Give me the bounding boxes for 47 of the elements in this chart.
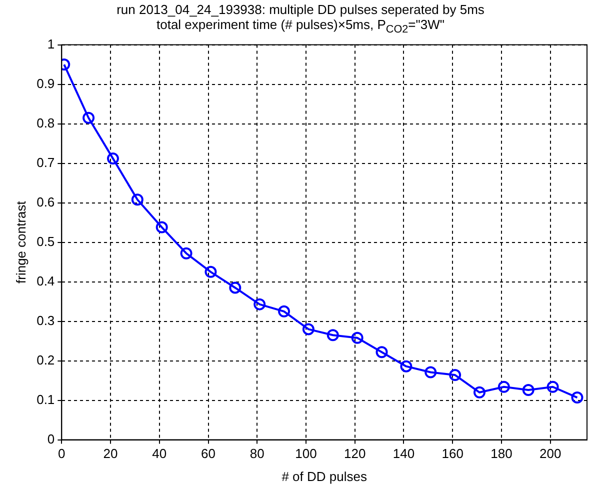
y-tick-label: 0.3 — [36, 312, 55, 328]
x-tick-label: 120 — [344, 446, 366, 462]
y-tick-label: 1 — [47, 36, 55, 52]
y-tick-label: 0.4 — [36, 273, 55, 288]
x-tick-label: 160 — [442, 446, 464, 462]
y-tick-label: 0 — [47, 431, 55, 446]
point — [204, 266, 217, 278]
point — [82, 112, 95, 124]
x-tick-label: 200 — [540, 446, 562, 462]
point — [351, 332, 364, 344]
point — [546, 380, 559, 393]
chart-title: run 2013_04_24_193938: multiple DD pulses seperated by 5ms — [116, 2, 486, 17]
point — [376, 346, 388, 358]
point — [424, 366, 437, 378]
x-tick-label: 20 — [103, 446, 118, 462]
point — [473, 386, 486, 398]
point — [278, 305, 290, 318]
point — [180, 247, 192, 260]
x-tick-label: 0 — [58, 446, 66, 462]
y-tick-label: 0.6 — [36, 194, 55, 210]
point — [254, 298, 266, 310]
point — [400, 360, 412, 372]
x-tick-label: 100 — [295, 446, 317, 462]
chart-subtitle: total experiment time (# pulses)×5ms, P$_{CO2}$="3W" — [156, 17, 446, 38]
y-tick-label: 0.7 — [36, 154, 55, 170]
point — [571, 392, 584, 404]
point — [106, 152, 119, 165]
y-tick-label: 0.9 — [36, 76, 55, 91]
point — [302, 323, 314, 336]
y-tick-label: 0.5 — [36, 234, 55, 249]
y-tick-label: 0.1 — [36, 392, 55, 407]
x-tick-label: 140 — [392, 446, 415, 462]
point — [522, 384, 534, 396]
point — [449, 369, 462, 382]
point — [156, 221, 168, 234]
y-axis-title: fringe contrast — [13, 200, 28, 284]
y-tick-label: 0.8 — [36, 115, 55, 130]
point — [131, 194, 144, 206]
point — [229, 282, 242, 294]
y-tick-label: 0.2 — [36, 352, 55, 368]
x-tick-label: 80 — [250, 446, 264, 462]
x-tick-label: 40 — [152, 446, 167, 462]
point — [498, 380, 510, 393]
x-axis-title: # of DD pulses — [282, 468, 368, 484]
x-tick-label: 180 — [490, 446, 512, 462]
point — [326, 329, 339, 342]
x-tick-label: 60 — [201, 446, 216, 462]
